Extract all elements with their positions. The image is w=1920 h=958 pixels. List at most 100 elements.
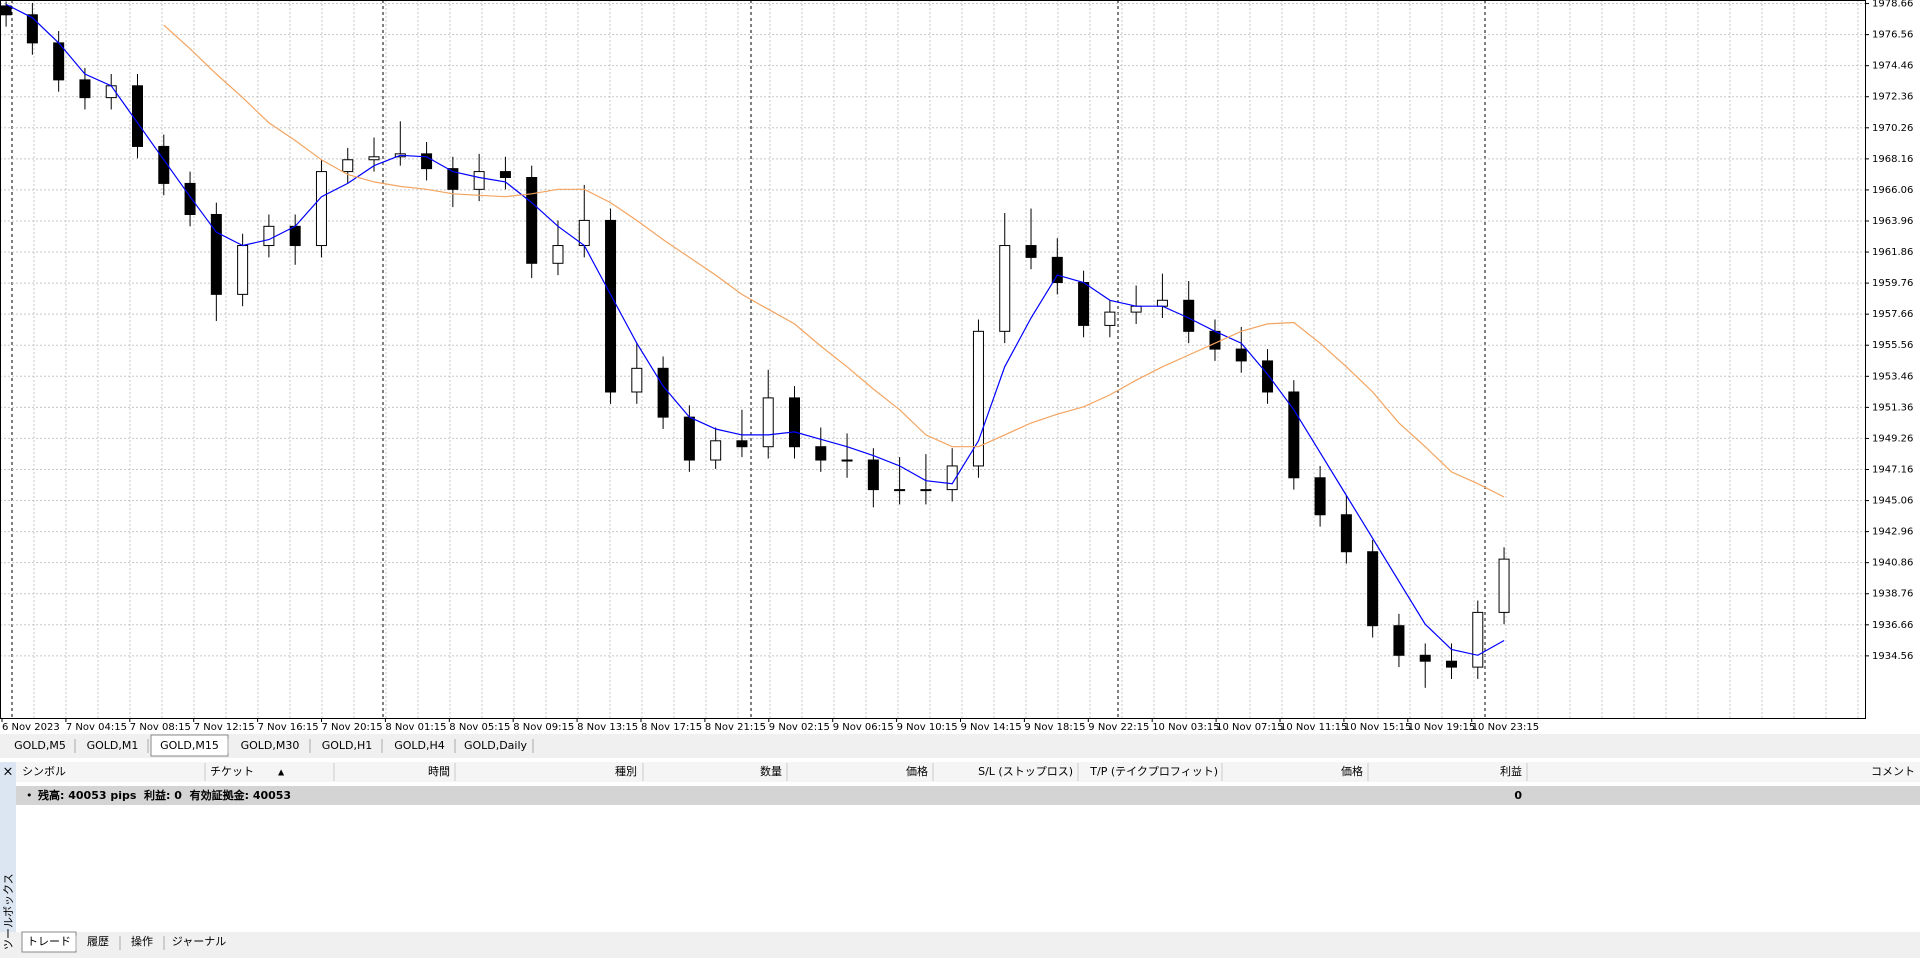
candle-body <box>237 245 249 295</box>
y-tick-label: 1947.16 <box>1872 464 1913 475</box>
x-tick-label: 8 Nov 17:15 <box>641 722 702 733</box>
bottom-tab-label[interactable]: ジャーナル <box>172 935 226 948</box>
x-tick-label: 10 Nov 11:15 <box>1280 722 1347 733</box>
column-header[interactable]: シンボル <box>22 765 66 778</box>
candle-body <box>1446 660 1457 668</box>
account-row <box>16 786 1920 805</box>
column-header[interactable]: S/L (ストップロス) <box>978 765 1073 778</box>
column-header[interactable]: 利益 <box>1500 764 1522 778</box>
candle-body <box>447 168 459 190</box>
candle-body <box>368 156 380 161</box>
candle-body <box>867 459 879 491</box>
y-tick-label: 1959.76 <box>1872 278 1913 289</box>
column-header[interactable]: コメント <box>1871 765 1915 778</box>
symbol-tab[interactable] <box>230 737 310 755</box>
symbol-tab[interactable] <box>384 737 455 755</box>
candle-body <box>1393 625 1405 656</box>
grid <box>0 0 1865 718</box>
candle-body <box>1235 348 1247 362</box>
symbol-tab[interactable] <box>77 737 148 755</box>
candle-body <box>289 225 301 247</box>
symbol-tab-label[interactable]: GOLD,M1 <box>87 739 139 752</box>
y-tick-label: 1957.66 <box>1872 309 1913 320</box>
candle-body <box>1078 282 1090 326</box>
y-tick-label: 1976.56 <box>1872 30 1913 41</box>
bullet: • <box>26 789 33 802</box>
candle-body <box>53 42 65 81</box>
y-tick-label: 1974.46 <box>1872 61 1913 72</box>
column-header[interactable]: 種別 <box>615 764 637 778</box>
x-tick-label: 7 Nov 04:15 <box>66 722 127 733</box>
y-tick-label: 1934.56 <box>1872 651 1913 662</box>
symbol-tab-label[interactable]: GOLD,M5 <box>14 739 66 752</box>
bottom-tab-label[interactable]: 履歴 <box>87 935 109 948</box>
y-tick-label: 1953.46 <box>1872 371 1913 382</box>
x-tick-label: 10 Nov 07:15 <box>1216 722 1283 733</box>
column-header[interactable]: 時間 <box>428 765 450 778</box>
y-tick-label: 1955.56 <box>1872 340 1913 351</box>
y-tick-label: 1963.96 <box>1872 216 1913 227</box>
x-tick-label: 7 Nov 16:15 <box>258 722 319 733</box>
column-header[interactable]: 価格 <box>1341 764 1363 778</box>
symbol-tab[interactable] <box>5 737 75 755</box>
candle-body <box>1025 245 1037 258</box>
x-tick-label: 9 Nov 22:15 <box>1088 722 1149 733</box>
account-profit: 0 <box>1514 789 1522 802</box>
candle-body <box>526 177 538 264</box>
bottom-tab-label[interactable]: トレード <box>27 935 71 948</box>
close-button[interactable]: × <box>3 765 14 780</box>
toolbox: × • 残高: 40053 pips 利益: 0 有効証拠金: 40053 0 … <box>0 734 1920 958</box>
candle-body <box>552 245 564 264</box>
side-label: ツールボックス <box>2 873 15 950</box>
candle-body <box>1419 654 1431 662</box>
x-tick-label: 9 Nov 10:15 <box>897 722 958 733</box>
symbol-tab-label[interactable]: GOLD,M15 <box>160 739 219 752</box>
x-tick-label: 9 Nov 18:15 <box>1024 722 1085 733</box>
symbol-tab[interactable] <box>458 737 533 755</box>
candle-body <box>1340 514 1352 553</box>
column-header[interactable]: 価格 <box>906 764 928 778</box>
column-header[interactable]: 数量 <box>760 765 782 778</box>
candle-body <box>184 182 196 215</box>
bottom-tab-label[interactable]: 操作 <box>131 934 153 948</box>
y-tick-label: 1942.96 <box>1872 527 1913 538</box>
symbol-tab-label[interactable]: GOLD,Daily <box>464 739 528 752</box>
symbol-tab-label[interactable]: GOLD,H4 <box>394 739 445 752</box>
y-tick-label: 1966.06 <box>1872 185 1913 196</box>
x-tick-label: 8 Nov 09:15 <box>513 722 574 733</box>
y-tick-label: 1940.86 <box>1872 558 1913 569</box>
x-tick-label: 9 Nov 14:15 <box>961 722 1022 733</box>
candle-body <box>1367 551 1379 627</box>
symbol-tab-label[interactable]: GOLD,M30 <box>241 739 300 752</box>
y-tick-label: 1951.36 <box>1872 402 1913 413</box>
candle-body <box>736 440 748 448</box>
candle-body <box>1498 558 1510 613</box>
y-tick-label: 1978.66 <box>1872 0 1913 10</box>
x-tick-label: 10 Nov 23:15 <box>1472 722 1539 733</box>
candle-body <box>210 213 222 295</box>
candle-body <box>710 440 722 461</box>
plot <box>0 1 1510 688</box>
candle-body <box>762 397 774 448</box>
candle-body <box>342 159 354 173</box>
candle-body <box>1130 305 1142 313</box>
candle-body <box>683 416 695 461</box>
candle-body <box>26 14 38 44</box>
symbol-tab-label[interactable]: GOLD,H1 <box>322 739 373 752</box>
x-tick-label: 10 Nov 19:15 <box>1408 722 1475 733</box>
candle-body <box>578 219 590 247</box>
y-tick-label: 1970.26 <box>1872 123 1913 134</box>
candle-body <box>789 397 800 448</box>
candle-body <box>657 367 669 418</box>
y-tick-label: 1968.16 <box>1872 154 1913 165</box>
candle-body <box>132 85 143 147</box>
column-header[interactable]: T/P (テイクプロフィット) <box>1089 765 1218 778</box>
x-tick-label: 7 Nov 08:15 <box>130 722 191 733</box>
y-tick-label: 1936.66 <box>1872 620 1913 631</box>
x-tick-label: 8 Nov 13:15 <box>577 722 638 733</box>
candle-body <box>1104 311 1116 326</box>
symbol-tab[interactable] <box>312 737 382 755</box>
x-tick-label: 9 Nov 06:15 <box>833 722 894 733</box>
column-header[interactable]: チケット <box>210 765 254 778</box>
side-strip <box>0 762 16 958</box>
